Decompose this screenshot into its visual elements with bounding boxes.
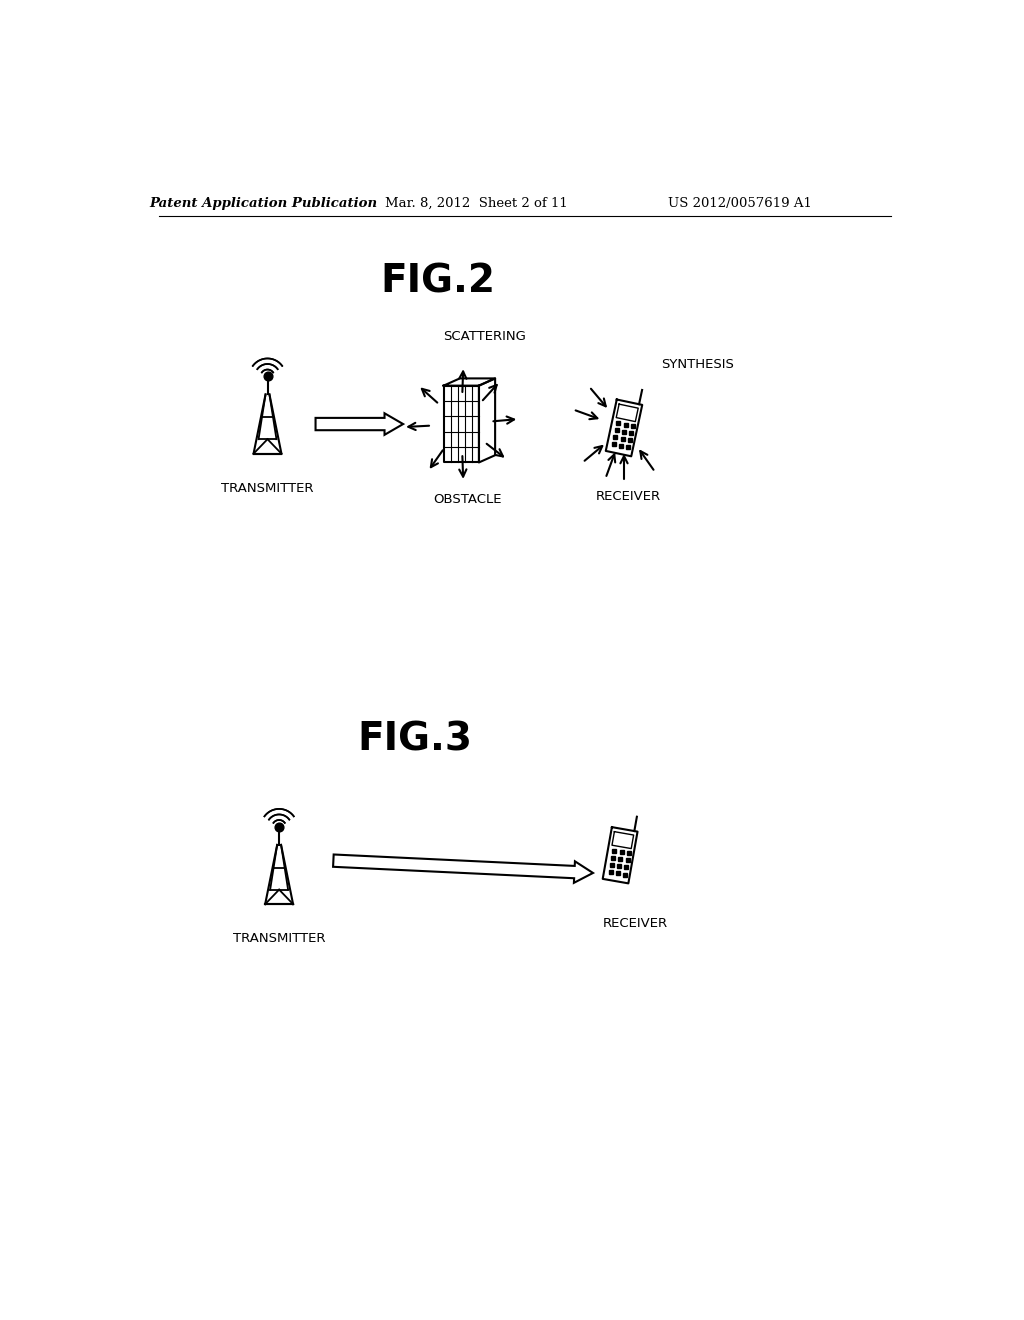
Text: FIG.3: FIG.3	[357, 721, 472, 759]
Text: TRANSMITTER: TRANSMITTER	[232, 932, 326, 945]
Text: RECEIVER: RECEIVER	[603, 917, 669, 929]
Text: RECEIVER: RECEIVER	[595, 490, 660, 503]
Text: US 2012/0057619 A1: US 2012/0057619 A1	[669, 197, 812, 210]
Polygon shape	[315, 413, 403, 434]
Text: SCATTERING: SCATTERING	[443, 330, 526, 343]
Text: FIG.2: FIG.2	[381, 263, 496, 301]
Polygon shape	[333, 854, 593, 883]
Text: OBSTACLE: OBSTACLE	[433, 494, 502, 507]
Text: SYNTHESIS: SYNTHESIS	[662, 358, 734, 371]
Text: Patent Application Publication: Patent Application Publication	[150, 197, 378, 210]
Text: TRANSMITTER: TRANSMITTER	[221, 482, 313, 495]
Text: Mar. 8, 2012  Sheet 2 of 11: Mar. 8, 2012 Sheet 2 of 11	[385, 197, 568, 210]
